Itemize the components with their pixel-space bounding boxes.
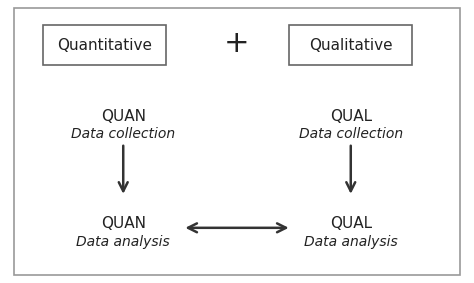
Text: Quantitative: Quantitative	[57, 38, 152, 53]
Text: Qualitative: Qualitative	[309, 38, 392, 53]
Text: +: +	[224, 29, 250, 58]
Text: QUAN: QUAN	[101, 108, 146, 124]
Text: QUAN: QUAN	[101, 216, 146, 231]
FancyBboxPatch shape	[14, 8, 460, 275]
Text: Data analysis: Data analysis	[304, 235, 398, 249]
Text: QUAL: QUAL	[330, 216, 372, 231]
Text: Data collection: Data collection	[71, 127, 175, 142]
FancyBboxPatch shape	[289, 25, 412, 65]
Text: QUAL: QUAL	[330, 108, 372, 124]
FancyBboxPatch shape	[43, 25, 166, 65]
Text: Data collection: Data collection	[299, 127, 403, 142]
Text: Data analysis: Data analysis	[76, 235, 170, 249]
